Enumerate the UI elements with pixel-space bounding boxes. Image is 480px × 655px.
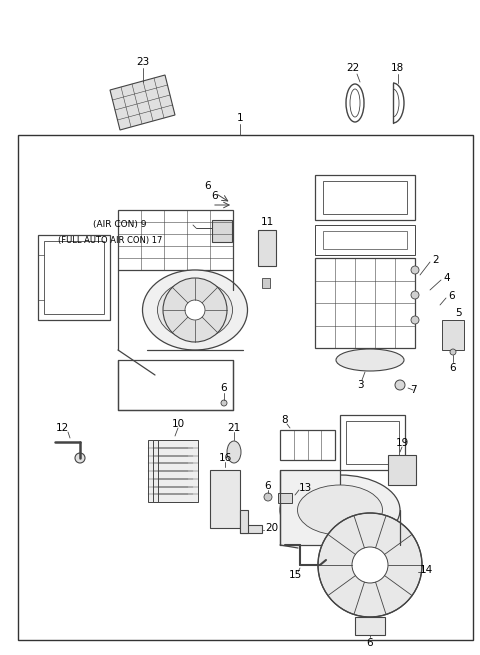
Ellipse shape (298, 485, 383, 535)
Bar (153, 440, 193, 502)
Bar (280, 430, 335, 460)
Circle shape (163, 278, 227, 342)
Bar (315, 175, 415, 220)
Text: 6: 6 (450, 363, 456, 373)
Circle shape (221, 400, 227, 406)
Text: 16: 16 (218, 453, 232, 463)
Text: 6: 6 (221, 383, 228, 393)
Bar (158, 440, 198, 502)
Text: 6: 6 (204, 181, 211, 191)
Text: 2: 2 (432, 255, 439, 265)
Bar (355, 617, 385, 635)
Text: 6: 6 (367, 638, 373, 648)
Text: 5: 5 (455, 308, 462, 318)
Text: 18: 18 (390, 63, 404, 73)
Text: 6: 6 (448, 291, 455, 301)
Bar (210, 470, 240, 528)
Circle shape (411, 316, 419, 324)
Text: 6: 6 (264, 481, 271, 491)
Bar (212, 220, 232, 242)
Bar (340, 415, 405, 470)
Text: 19: 19 (396, 438, 408, 448)
Text: 22: 22 (347, 63, 360, 73)
Bar (240, 510, 248, 533)
Text: 12: 12 (55, 423, 69, 433)
Bar (44, 241, 104, 314)
Text: (AIR CON) 9: (AIR CON) 9 (93, 221, 146, 229)
Text: 23: 23 (136, 57, 150, 67)
Circle shape (411, 291, 419, 299)
Circle shape (395, 380, 405, 390)
Bar (262, 278, 270, 288)
Bar (280, 470, 340, 545)
Bar (346, 421, 399, 464)
Ellipse shape (143, 270, 248, 350)
Circle shape (318, 513, 422, 617)
Ellipse shape (280, 475, 400, 545)
Bar (315, 225, 415, 255)
Circle shape (185, 300, 205, 320)
Text: 4: 4 (443, 273, 450, 283)
Circle shape (411, 266, 419, 274)
Circle shape (352, 547, 388, 583)
Text: 14: 14 (420, 565, 433, 575)
Text: 3: 3 (357, 380, 363, 390)
Bar (323, 231, 407, 249)
Bar (315, 258, 415, 348)
Text: 1: 1 (237, 113, 243, 123)
Bar (258, 230, 276, 266)
Circle shape (264, 493, 272, 501)
Ellipse shape (336, 349, 404, 371)
Bar (118, 210, 233, 270)
Bar (18, 135, 473, 640)
Bar (323, 181, 407, 214)
Ellipse shape (157, 281, 232, 339)
Bar (442, 320, 464, 350)
Text: (FULL AUTO AIR CON) 17: (FULL AUTO AIR CON) 17 (58, 236, 162, 244)
Text: 7: 7 (410, 385, 416, 395)
Text: 8: 8 (282, 415, 288, 425)
Text: 6: 6 (212, 191, 218, 201)
Bar (148, 440, 188, 502)
Text: 13: 13 (299, 483, 312, 493)
Bar (388, 455, 416, 485)
Bar (118, 360, 233, 410)
Circle shape (75, 453, 85, 463)
Polygon shape (110, 75, 175, 130)
Ellipse shape (227, 441, 241, 463)
Circle shape (450, 349, 456, 355)
Bar (38, 235, 110, 320)
Text: 15: 15 (288, 570, 301, 580)
Bar (240, 525, 262, 533)
Text: 20: 20 (265, 523, 278, 533)
Text: 21: 21 (228, 423, 240, 433)
Text: 11: 11 (260, 217, 274, 227)
Bar (278, 493, 292, 503)
Text: 10: 10 (171, 419, 185, 429)
